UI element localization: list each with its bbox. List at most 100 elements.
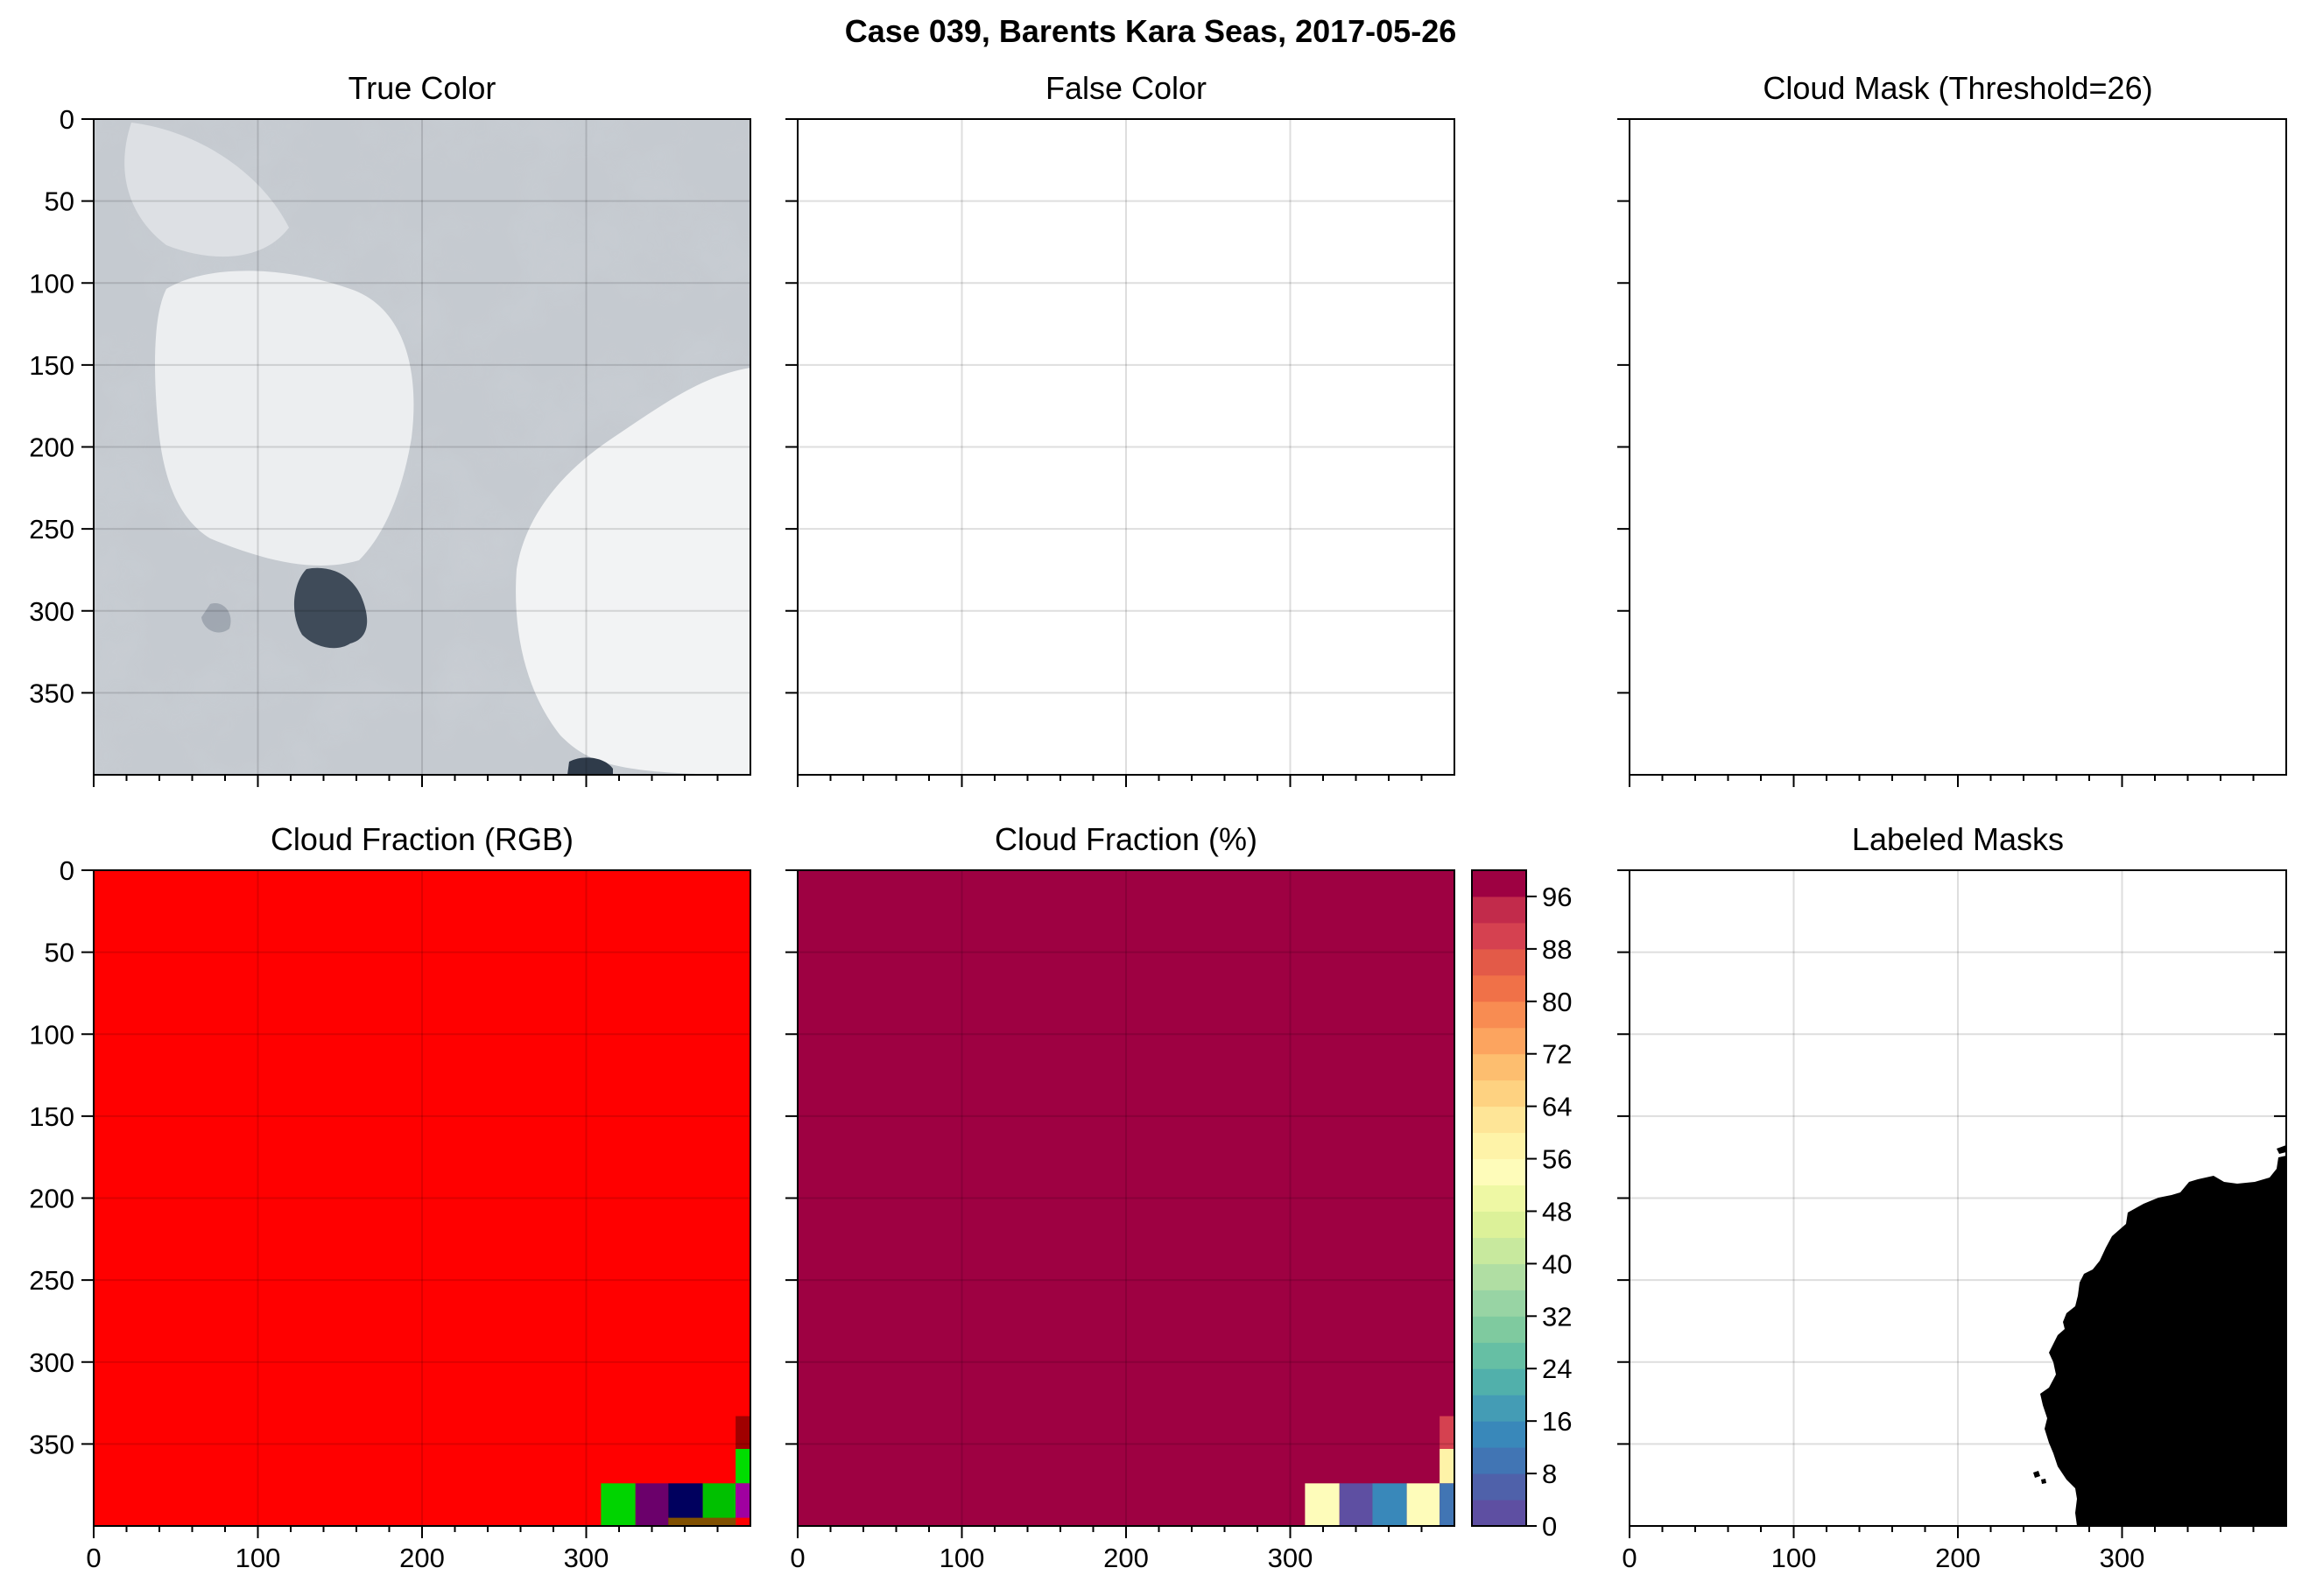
colorbar-segment bbox=[1472, 1211, 1526, 1238]
y-tick-label: 150 bbox=[29, 350, 74, 381]
colorbar-tick-label: 24 bbox=[1542, 1353, 1572, 1384]
true-color-yaxis: 0 50 100 150 200 250 300 350 bbox=[29, 104, 94, 708]
colorbar-segment bbox=[1472, 1079, 1526, 1107]
colorbar-segment bbox=[1472, 1290, 1526, 1317]
y-tick-label: 250 bbox=[29, 514, 74, 545]
cloud-fraction-rgb-cells bbox=[94, 870, 750, 1526]
colorbar-segment bbox=[1472, 1421, 1526, 1448]
cloud-fraction-rgb-xaxis: 0 100 200 300 bbox=[86, 1526, 719, 1573]
colorbar-segment bbox=[1472, 1027, 1526, 1055]
y-tick-label: 100 bbox=[29, 268, 74, 299]
panel-labeled-masks: Labeled Masks 0 100 200 300 bbox=[1617, 821, 2287, 1573]
y-tick-label: 300 bbox=[29, 1347, 74, 1378]
cloud-mask-yaxis bbox=[1617, 118, 1630, 694]
cloud-fraction-rgb-yaxis: 0 50 100 150 200 250 300 350 bbox=[29, 855, 94, 1459]
cf-pct-cell bbox=[1440, 1416, 1454, 1449]
open-water bbox=[293, 567, 368, 649]
cf-rgb-background bbox=[94, 870, 750, 1526]
cf-pct-cell bbox=[1406, 1483, 1440, 1526]
colorbar-tick-label: 32 bbox=[1542, 1301, 1572, 1332]
colorbar-segment bbox=[1472, 1342, 1526, 1369]
colorbar-tick-label: 72 bbox=[1542, 1039, 1572, 1070]
panel-cloud-fraction-rgb: Cloud Fraction (RGB) 0 50 100 150 200 250 300 3… bbox=[29, 821, 751, 1573]
y-tick-label: 100 bbox=[29, 1019, 74, 1050]
colorbar-tick-label: 48 bbox=[1542, 1196, 1572, 1227]
cloud-fraction-pct-yaxis bbox=[785, 869, 798, 1445]
cf-rgb-cell bbox=[635, 1483, 669, 1526]
x-tick-label: 200 bbox=[1103, 1543, 1149, 1573]
colorbar-segment bbox=[1472, 974, 1526, 1002]
y-tick-label: 200 bbox=[29, 1184, 74, 1214]
colorbar: 0 8 16 24 32 40 48 56 64 72 80 88 96 bbox=[1471, 869, 1572, 1542]
colorbar-tick-label: 56 bbox=[1542, 1144, 1572, 1175]
colorbar-segment bbox=[1472, 1500, 1526, 1527]
y-tick-label: 0 bbox=[60, 104, 74, 135]
false-color-xaxis bbox=[797, 775, 1423, 787]
colorbar-segment bbox=[1472, 948, 1526, 976]
panel-title-labeled-masks: Labeled Masks bbox=[1852, 821, 2064, 857]
colorbar-tick-label: 16 bbox=[1542, 1406, 1572, 1437]
labeled-mask-region bbox=[2033, 1145, 2286, 1526]
x-tick-label: 100 bbox=[940, 1543, 985, 1573]
cf-rgb-cell bbox=[668, 1517, 736, 1526]
figure-title: Case 039, Barents Kara Seas, 2017-05-26 bbox=[845, 13, 1456, 49]
colorbar-segment bbox=[1472, 1001, 1526, 1029]
cf-pct-cell bbox=[1440, 1483, 1454, 1526]
cf-pct-cell bbox=[1440, 1448, 1454, 1484]
cf-pct-cell bbox=[1372, 1483, 1407, 1526]
colorbar-segment bbox=[1472, 1263, 1526, 1290]
colorbar-tick-label: 40 bbox=[1542, 1248, 1572, 1279]
x-tick-label: 0 bbox=[790, 1543, 805, 1573]
cf-rgb-cell bbox=[736, 1483, 750, 1518]
colorbar-segment bbox=[1472, 1368, 1526, 1396]
x-tick-label: 200 bbox=[399, 1543, 445, 1573]
cf-rgb-cell bbox=[736, 1416, 750, 1449]
y-tick-label: 50 bbox=[45, 186, 74, 217]
y-tick-label: 350 bbox=[29, 678, 74, 708]
colorbar-segment bbox=[1472, 1316, 1526, 1343]
x-tick-label: 200 bbox=[1935, 1543, 1981, 1573]
cf-rgb-cell bbox=[601, 1483, 636, 1526]
x-tick-label: 300 bbox=[564, 1543, 609, 1573]
panel-title-cloud-fraction-pct: Cloud Fraction (%) bbox=[995, 821, 1257, 857]
x-tick-label: 300 bbox=[2100, 1543, 2145, 1573]
labeled-masks-xaxis: 0 100 200 300 bbox=[1622, 1526, 2255, 1573]
x-tick-label: 300 bbox=[1268, 1543, 1313, 1573]
y-tick-label: 250 bbox=[29, 1265, 74, 1296]
x-tick-label: 0 bbox=[1622, 1543, 1637, 1573]
panel-cloud-fraction-pct: Cloud Fraction (%) 0 100 200 300 0 8 16 24 32 40… bbox=[785, 821, 1572, 1573]
panel-title-false-color: False Color bbox=[1045, 70, 1207, 106]
y-tick-label: 300 bbox=[29, 596, 74, 627]
cf-pct-background bbox=[798, 870, 1454, 1526]
x-tick-label: 100 bbox=[1771, 1543, 1817, 1573]
cf-pct-cell bbox=[1305, 1483, 1340, 1526]
cloud-fraction-pct-grid bbox=[798, 870, 1454, 1526]
colorbar-tick-label: 88 bbox=[1542, 934, 1572, 965]
cloud-fraction-rgb-grid bbox=[94, 870, 750, 1526]
true-color-xaxis bbox=[93, 775, 719, 787]
panel-title-cloud-fraction-rgb: Cloud Fraction (RGB) bbox=[271, 821, 574, 857]
y-tick-label: 200 bbox=[29, 432, 74, 463]
panel-false-color: False Color bbox=[785, 70, 1455, 787]
panel-cloud-mask: Cloud Mask (Threshold=26) bbox=[1617, 70, 2287, 787]
colorbar-tick-label: 8 bbox=[1542, 1459, 1557, 1489]
panel-title-cloud-mask: Cloud Mask (Threshold=26) bbox=[1763, 70, 2152, 106]
colorbar-tick-label: 0 bbox=[1542, 1511, 1557, 1542]
colorbar-segment bbox=[1472, 922, 1526, 950]
colorbar-segment bbox=[1472, 1185, 1526, 1212]
cloud-mask-xaxis bbox=[1629, 775, 2255, 787]
y-tick-label: 50 bbox=[45, 938, 74, 968]
colorbar-segment bbox=[1472, 1053, 1526, 1081]
colorbar-frame bbox=[1471, 869, 1527, 1527]
y-tick-label: 0 bbox=[60, 855, 74, 886]
colorbar-segment bbox=[1472, 1395, 1526, 1422]
colorbar-tick-label: 80 bbox=[1542, 987, 1572, 1017]
true-color-image bbox=[94, 119, 750, 775]
false-color-grid bbox=[798, 119, 1454, 775]
colorbar-segment bbox=[1472, 1447, 1526, 1474]
cloud-fraction-pct-xaxis: 0 100 200 300 bbox=[790, 1526, 1423, 1573]
x-tick-label: 100 bbox=[236, 1543, 281, 1573]
true-color-grid bbox=[94, 119, 750, 775]
